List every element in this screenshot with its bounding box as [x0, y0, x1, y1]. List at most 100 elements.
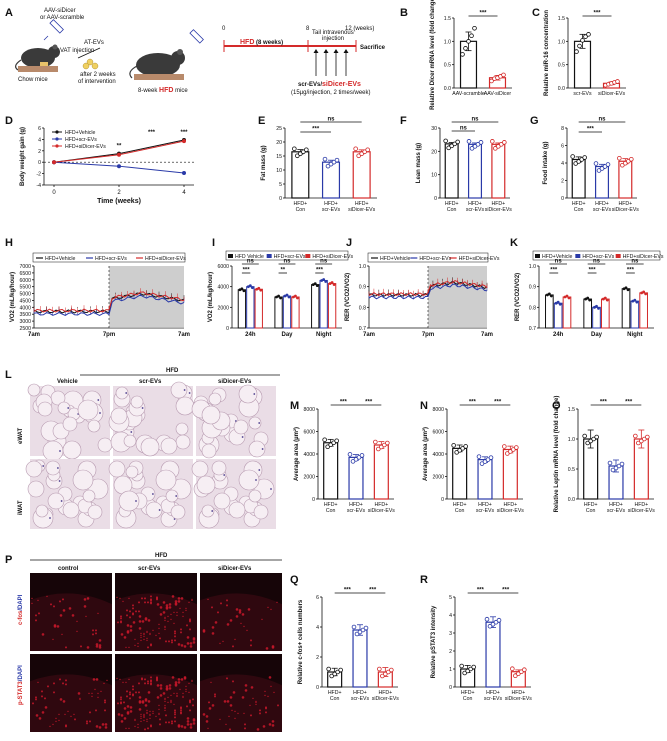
y-tick-label-j: 1.0 [359, 264, 366, 270]
positive-cell [165, 688, 169, 691]
positive-cell [159, 606, 163, 609]
positive-cell [147, 619, 151, 622]
positive-cell [95, 629, 97, 632]
positive-cell [165, 607, 169, 610]
positive-cell [158, 713, 160, 716]
positive-cell [74, 718, 76, 721]
positive-cell [211, 626, 215, 629]
positive-cell [143, 633, 145, 636]
nucleus [97, 399, 100, 401]
positive-cell [182, 611, 184, 614]
adipocyte [248, 489, 262, 503]
x-tick-label-q: scr-EVs [351, 696, 370, 702]
x-tick-label-r: Con [463, 696, 473, 702]
data-point-f [466, 139, 472, 144]
x-tick-label-n: siDicer-EVs [497, 508, 524, 514]
positive-cell [128, 646, 130, 649]
data-point-f [478, 140, 484, 145]
y-tick-label-d: 0 [38, 160, 41, 166]
positive-cell [229, 728, 231, 731]
positive-cell [211, 632, 215, 635]
sig-label-i: ns [320, 259, 328, 265]
bar-e [352, 151, 371, 199]
positive-cell [140, 713, 142, 716]
positive-cell [171, 639, 173, 642]
bar-k [621, 288, 631, 329]
data-point-r [522, 667, 527, 672]
positive-cell [140, 639, 142, 642]
bar-i [319, 279, 328, 329]
positive-cell [104, 701, 106, 704]
sig-label-m: *** [365, 400, 373, 406]
positive-cell [205, 720, 209, 723]
x-tick-label-r: scr-EVs [484, 696, 503, 702]
positive-cell [156, 603, 160, 606]
legend-label-h: HFD+Vehicle [45, 256, 76, 262]
sig-label-g: *** [587, 127, 595, 133]
adipocyte [125, 465, 139, 479]
positive-cell [241, 613, 245, 616]
positive-cell [170, 613, 172, 616]
positive-cell [156, 696, 160, 699]
nucleus [49, 517, 51, 519]
positive-cell [177, 681, 181, 684]
bar-r [485, 621, 501, 688]
y-tick-label-g: 6 [561, 144, 564, 150]
positive-cell [210, 681, 212, 684]
adipocyte [170, 381, 188, 399]
positive-cell [240, 622, 242, 625]
y-axis-label-m: Average area (µm²) [293, 427, 300, 481]
positive-cell [156, 684, 160, 687]
adipocyte [165, 489, 179, 503]
positive-cell [252, 697, 254, 700]
positive-cell [164, 707, 166, 710]
y-tick-label-r: 5 [449, 595, 452, 601]
y-tick-label-c: 1.5 [558, 16, 565, 22]
x-tick-label-f: HFD+ [468, 201, 482, 207]
positive-cell [177, 678, 181, 681]
adipocyte [155, 469, 177, 491]
x-tick-label-h: 7pm [103, 332, 115, 338]
positive-cell [143, 716, 145, 719]
bar-i [237, 289, 247, 329]
positive-cell [144, 597, 146, 600]
x-tick-label-e: HFD+ [324, 201, 338, 207]
x-tick-label-e: HFD+ [355, 201, 369, 207]
positive-cell [174, 720, 176, 723]
positive-cell [144, 682, 146, 685]
sig-label-n: *** [494, 400, 502, 406]
bar-n [452, 447, 468, 500]
positive-cell [276, 601, 278, 604]
positive-cell [182, 615, 184, 618]
positive-cell [129, 697, 131, 700]
positive-cell [270, 608, 272, 611]
bar-m [348, 456, 364, 500]
positive-cell [65, 679, 67, 682]
legend-swatch-k [615, 254, 621, 258]
y-tick-label-j: 0.8 [359, 305, 366, 311]
positive-cell [164, 625, 166, 628]
positive-cell [126, 690, 128, 693]
data-point-e [322, 156, 328, 162]
bar-m [373, 444, 389, 500]
arrow-icon [77, 47, 101, 59]
positive-cell [241, 696, 245, 699]
panel-letter-c: C [532, 7, 540, 19]
x-tick-label-f: HFD+ [491, 201, 505, 207]
positive-cell [167, 615, 169, 618]
data-point-r [496, 617, 502, 623]
y-tick-label-i: 4000 [217, 285, 229, 291]
positive-cell [140, 634, 142, 637]
positive-cell [174, 600, 178, 603]
dose-label: (15µg/injection, 2 times/week) [291, 90, 371, 96]
tissue-region [200, 593, 282, 651]
y-tick-label-c: 1.0 [558, 39, 565, 45]
x-tick-label-i: 24h [245, 332, 256, 338]
positive-cell [89, 711, 91, 714]
positive-cell [177, 643, 181, 646]
data-point-o [619, 461, 625, 467]
positive-cell [167, 620, 169, 623]
positive-cell [186, 705, 188, 708]
positive-cell [246, 629, 248, 632]
data-point-k [635, 300, 639, 304]
